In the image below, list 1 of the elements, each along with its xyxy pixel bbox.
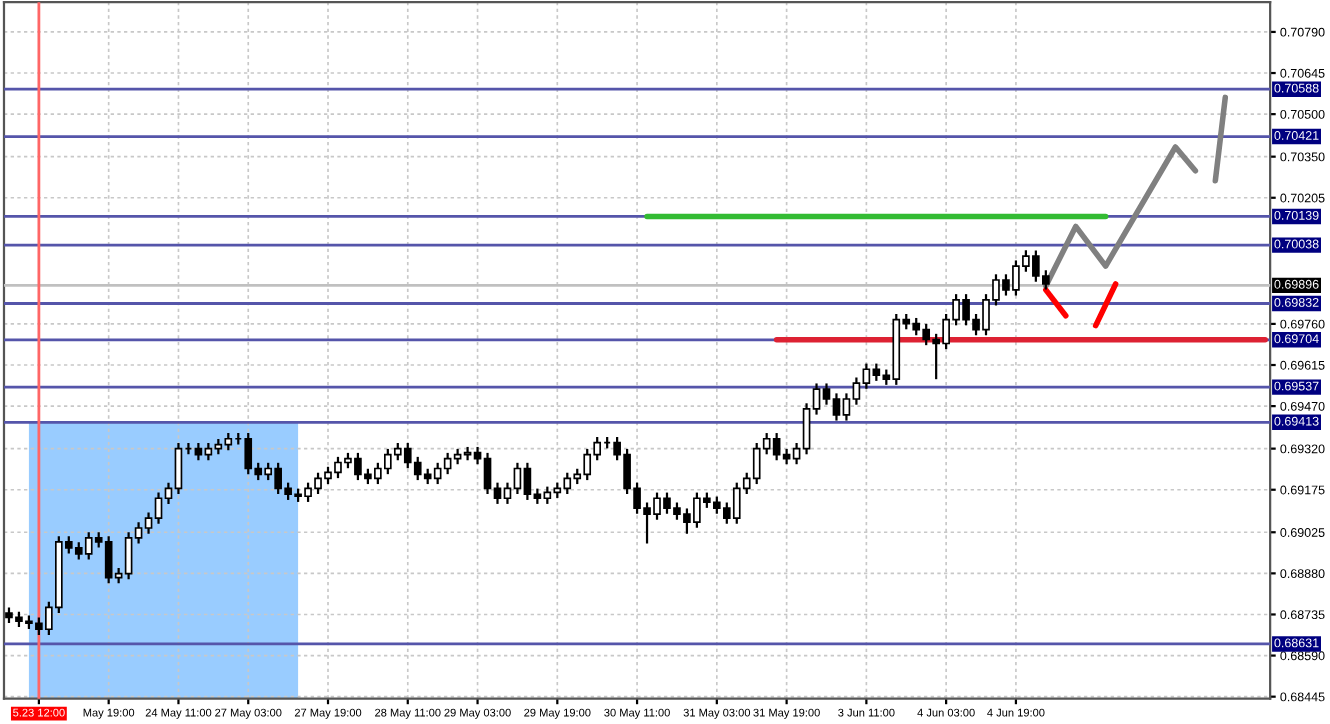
line-series [1043, 144, 1199, 289]
